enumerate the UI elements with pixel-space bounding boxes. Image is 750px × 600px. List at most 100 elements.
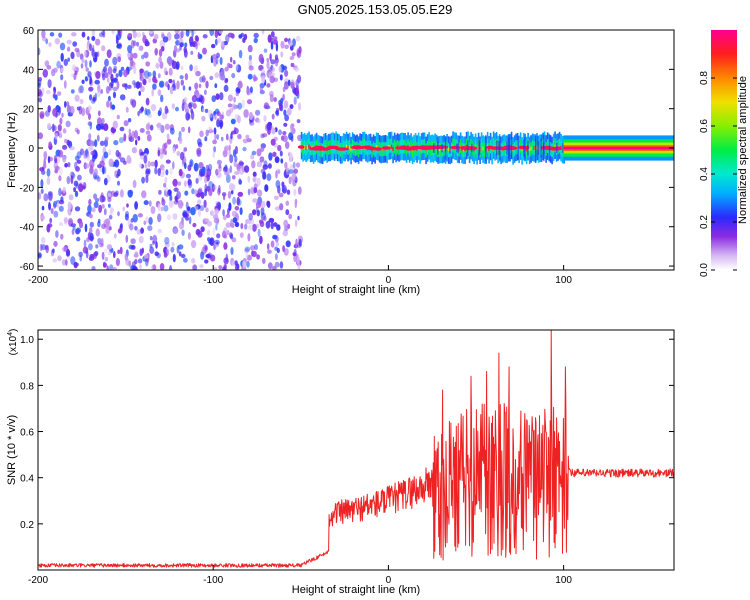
spectrogram-cell bbox=[187, 232, 191, 240]
spectrogram-cell bbox=[209, 238, 214, 246]
spectrogram-cell bbox=[211, 43, 216, 49]
spectrogram-cell bbox=[153, 33, 159, 40]
spectrogram-cell bbox=[165, 81, 169, 88]
spectrogram-cell bbox=[262, 133, 268, 138]
spectrogram-cell bbox=[148, 30, 154, 35]
spectrogram-cell bbox=[88, 256, 95, 261]
spectrogram-cell bbox=[175, 144, 179, 149]
spectrogram-cell bbox=[218, 30, 223, 34]
spectrogram-cell bbox=[62, 128, 67, 134]
spectrogram-cell bbox=[219, 71, 224, 81]
spectrogram-cell bbox=[188, 102, 193, 109]
spectrogram-cell bbox=[288, 169, 294, 175]
spectrogram-cell bbox=[140, 227, 145, 234]
spectrogram-cell bbox=[223, 227, 228, 236]
spectrogram-cell bbox=[284, 37, 289, 43]
spectrogram-cell bbox=[518, 142, 520, 157]
spectrogram-cell bbox=[94, 79, 100, 85]
spectrogram-cell bbox=[236, 163, 241, 172]
spectrogram-cell bbox=[485, 135, 487, 161]
spectrogram-cell bbox=[285, 209, 290, 216]
spectrogram-cell bbox=[76, 129, 80, 135]
spectrogram-cell bbox=[101, 251, 105, 260]
spectrogram-cell bbox=[91, 47, 95, 57]
spectrogram-cell bbox=[111, 266, 117, 270]
spectrogram-cell bbox=[131, 99, 137, 108]
spectrogram-cell bbox=[272, 265, 277, 270]
spectrogram-cell bbox=[173, 200, 179, 205]
spectrogram-cell bbox=[297, 215, 300, 221]
spectrogram-cell bbox=[147, 225, 153, 232]
spectrogram-cell bbox=[96, 134, 100, 142]
spectrogram-cell bbox=[390, 144, 393, 149]
spectrogram-cell bbox=[185, 201, 189, 210]
y-tick-label: -40 bbox=[20, 223, 35, 234]
spectrogram-cell bbox=[251, 150, 257, 156]
spectrogram-cell bbox=[180, 253, 186, 259]
spectrogram-cell bbox=[64, 100, 67, 108]
spectrogram-cell bbox=[101, 204, 105, 209]
spectrogram-cell bbox=[222, 215, 227, 221]
spectrogram-cell bbox=[53, 67, 58, 73]
spectrogram-cell bbox=[252, 74, 257, 82]
spectrogram-cell bbox=[170, 246, 175, 253]
spectrogram-cell bbox=[164, 123, 170, 130]
spectrogram-cell bbox=[237, 80, 243, 89]
spectrogram-cell bbox=[185, 111, 190, 121]
spectrogram-x-label: Height of straight line (km) bbox=[292, 284, 420, 296]
spectrogram-cell bbox=[218, 265, 223, 270]
spectrogram-cell bbox=[266, 243, 270, 250]
spectrogram-cell bbox=[284, 81, 289, 90]
spectrogram-cell bbox=[197, 138, 202, 146]
spectrogram-cell bbox=[47, 155, 51, 164]
spectrogram-cell bbox=[45, 244, 49, 254]
spectrogram-cell bbox=[195, 36, 200, 42]
spectrogram-cell bbox=[314, 145, 325, 150]
spectrogram-cell bbox=[195, 70, 201, 77]
spectrogram-cell bbox=[81, 79, 85, 85]
spectrogram-cell bbox=[225, 222, 231, 228]
spectrogram-cell bbox=[294, 66, 300, 72]
spectrogram-cell bbox=[178, 221, 185, 230]
spectrogram-cell bbox=[219, 121, 223, 130]
spectrogram-cell bbox=[244, 223, 248, 230]
x-tick-label: 100 bbox=[555, 575, 572, 586]
spectrogram-cell bbox=[273, 97, 277, 102]
spectrogram-cell bbox=[87, 71, 92, 78]
spectrogram-cell bbox=[131, 147, 137, 154]
spectrogram-cell bbox=[192, 222, 197, 228]
spectrogram-cell bbox=[89, 94, 93, 101]
spectrogram-cell bbox=[184, 190, 189, 196]
spectrogram-cell bbox=[521, 147, 523, 152]
spectrogram-cell bbox=[150, 104, 157, 112]
spectrogram-cell bbox=[219, 92, 224, 101]
spectrogram-cell bbox=[161, 197, 164, 203]
spectrogram-cell bbox=[144, 163, 148, 169]
spectrogram-cell bbox=[55, 110, 61, 116]
spectrogram-cell bbox=[143, 155, 148, 164]
spectrogram-cell bbox=[172, 213, 178, 220]
spectrogram-cell bbox=[75, 227, 81, 234]
spectrogram-cell bbox=[524, 137, 526, 159]
spectrogram-cell bbox=[177, 244, 184, 250]
spectrogram-cell bbox=[107, 192, 112, 197]
spectrogram-cell bbox=[542, 142, 545, 154]
spectrogram-cell bbox=[204, 108, 209, 113]
spectrogram-cell bbox=[230, 56, 233, 63]
spectrogram-cell bbox=[178, 251, 182, 257]
spectrogram-cell bbox=[70, 172, 76, 180]
spectrogram-cell bbox=[112, 56, 118, 66]
spectrogram-cell bbox=[190, 240, 197, 249]
spectrogram-cell bbox=[163, 67, 168, 75]
spectrogram-cell bbox=[246, 138, 252, 143]
spectrogram-cell bbox=[540, 138, 542, 158]
spectrogram-cell bbox=[154, 251, 159, 256]
spectrogram-cell bbox=[248, 212, 253, 221]
spectrogram-cell bbox=[71, 73, 74, 78]
spectrogram-cell bbox=[296, 119, 301, 124]
spectrogram-cell bbox=[57, 255, 62, 262]
spectrogram-cell bbox=[89, 75, 92, 85]
spectrogram-cell bbox=[259, 235, 263, 245]
spectrogram-cell bbox=[232, 196, 237, 205]
spectrogram-cell bbox=[223, 234, 228, 239]
